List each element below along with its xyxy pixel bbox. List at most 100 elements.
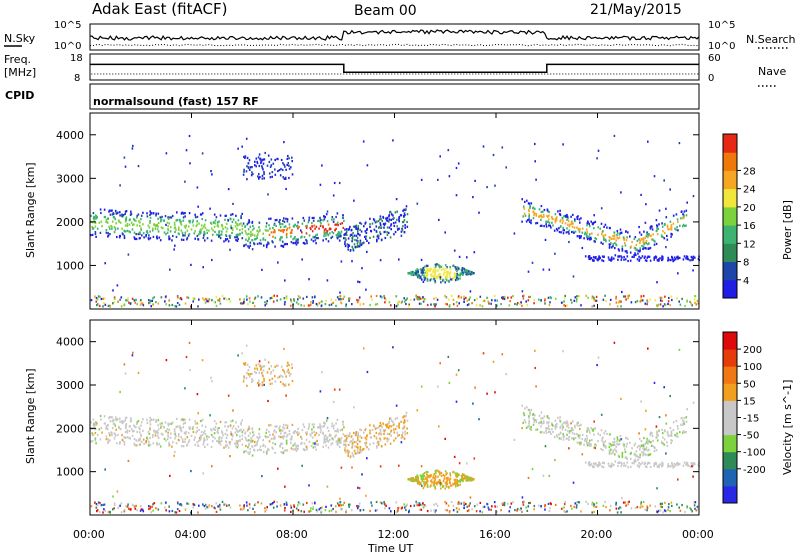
velocity-cell — [686, 462, 689, 465]
power-cell — [597, 233, 599, 236]
velocity-cell — [403, 418, 406, 422]
velocity-cell — [416, 479, 418, 482]
power-cell — [615, 244, 618, 247]
power-cell — [348, 297, 350, 300]
power-cell — [269, 297, 272, 300]
power-cell — [444, 275, 447, 278]
power-cell — [331, 216, 334, 219]
velocity-cell — [366, 457, 368, 460]
power-cell — [351, 235, 354, 238]
power-cell — [612, 245, 614, 248]
power-cell — [560, 225, 562, 228]
velocity-cell — [563, 503, 566, 506]
power-cell — [253, 227, 255, 230]
velocity-cell — [284, 431, 287, 434]
power-cell — [502, 296, 504, 299]
power-cell — [178, 303, 181, 306]
power-cell — [639, 241, 641, 244]
power-cell — [666, 234, 668, 237]
power-cell — [274, 245, 276, 248]
power-cell — [667, 259, 670, 262]
velocity-cell — [196, 441, 199, 444]
power-cell — [98, 221, 101, 224]
velocity-cell — [157, 424, 159, 427]
power-cell — [350, 229, 353, 232]
power-cell — [258, 153, 261, 156]
velocity-cell — [197, 444, 199, 447]
power-cell — [335, 234, 338, 237]
power-cell — [257, 175, 259, 178]
power-cell — [374, 303, 377, 306]
power-cell — [602, 298, 605, 301]
power-cell — [360, 230, 363, 233]
velocity-cell — [364, 428, 366, 432]
velocity-cell — [568, 431, 571, 434]
colorbar-swatch — [723, 383, 737, 401]
velocity-cell — [113, 507, 115, 510]
power-cell — [108, 225, 110, 228]
velocity-cell — [558, 419, 561, 422]
power-cell — [666, 226, 669, 229]
power-cell — [188, 220, 190, 223]
velocity-cell — [137, 439, 140, 442]
power-cell — [128, 223, 131, 226]
velocity-cell — [133, 505, 136, 508]
velocity-cell — [251, 445, 253, 448]
velocity-cell — [675, 462, 678, 465]
power-cell — [605, 240, 607, 243]
power-cell — [131, 147, 134, 150]
velocity-cell — [353, 440, 356, 444]
velocity-cell — [342, 423, 344, 426]
velocity-cell — [671, 462, 673, 465]
power-cell — [124, 230, 127, 233]
power-cell — [272, 295, 274, 299]
power-cell — [316, 233, 318, 236]
velocity-cell — [224, 432, 227, 435]
velocity-cell — [602, 443, 605, 446]
power-cell — [308, 234, 311, 237]
power-cell — [346, 230, 348, 233]
power-cell — [380, 217, 382, 221]
velocity-cell — [264, 358, 266, 361]
power-cell — [384, 236, 387, 240]
power-cell — [401, 300, 404, 303]
power-cell — [563, 300, 565, 303]
power-cell — [155, 224, 157, 227]
power-cell — [270, 217, 272, 220]
power-cell — [274, 229, 276, 232]
velocity-cell — [302, 503, 305, 506]
power-cell — [429, 267, 432, 270]
velocity-cell — [573, 438, 575, 441]
velocity-cell — [676, 503, 678, 506]
velocity-cell — [152, 503, 154, 506]
velocity-cell — [455, 482, 458, 485]
power-cell — [271, 296, 273, 299]
velocity-cell — [486, 392, 488, 395]
velocity-cell — [456, 472, 458, 475]
velocity-cell — [322, 432, 324, 435]
power-cell — [446, 266, 448, 269]
power-cell — [340, 301, 342, 304]
power-cell — [365, 231, 368, 234]
power-cell — [664, 295, 666, 298]
velocity-cell — [270, 424, 272, 427]
velocity-cell — [312, 506, 314, 509]
velocity-cell — [444, 470, 447, 473]
velocity-cell — [182, 419, 185, 422]
power-cell — [423, 274, 425, 277]
velocity-cell — [133, 442, 136, 445]
velocity-cell — [408, 511, 410, 514]
power-cell — [356, 239, 358, 242]
power-cell — [422, 280, 425, 283]
power-cell — [331, 230, 334, 234]
velocity-cell — [267, 447, 269, 450]
velocity-cell — [234, 442, 236, 445]
velocity-cell — [541, 431, 543, 434]
velocity-cell — [540, 420, 542, 423]
power-cell — [540, 214, 542, 217]
velocity-cell — [150, 511, 152, 514]
power-cell — [152, 227, 154, 230]
velocity-cell — [331, 442, 334, 445]
power-cell — [282, 228, 285, 232]
power-cell — [420, 178, 423, 181]
